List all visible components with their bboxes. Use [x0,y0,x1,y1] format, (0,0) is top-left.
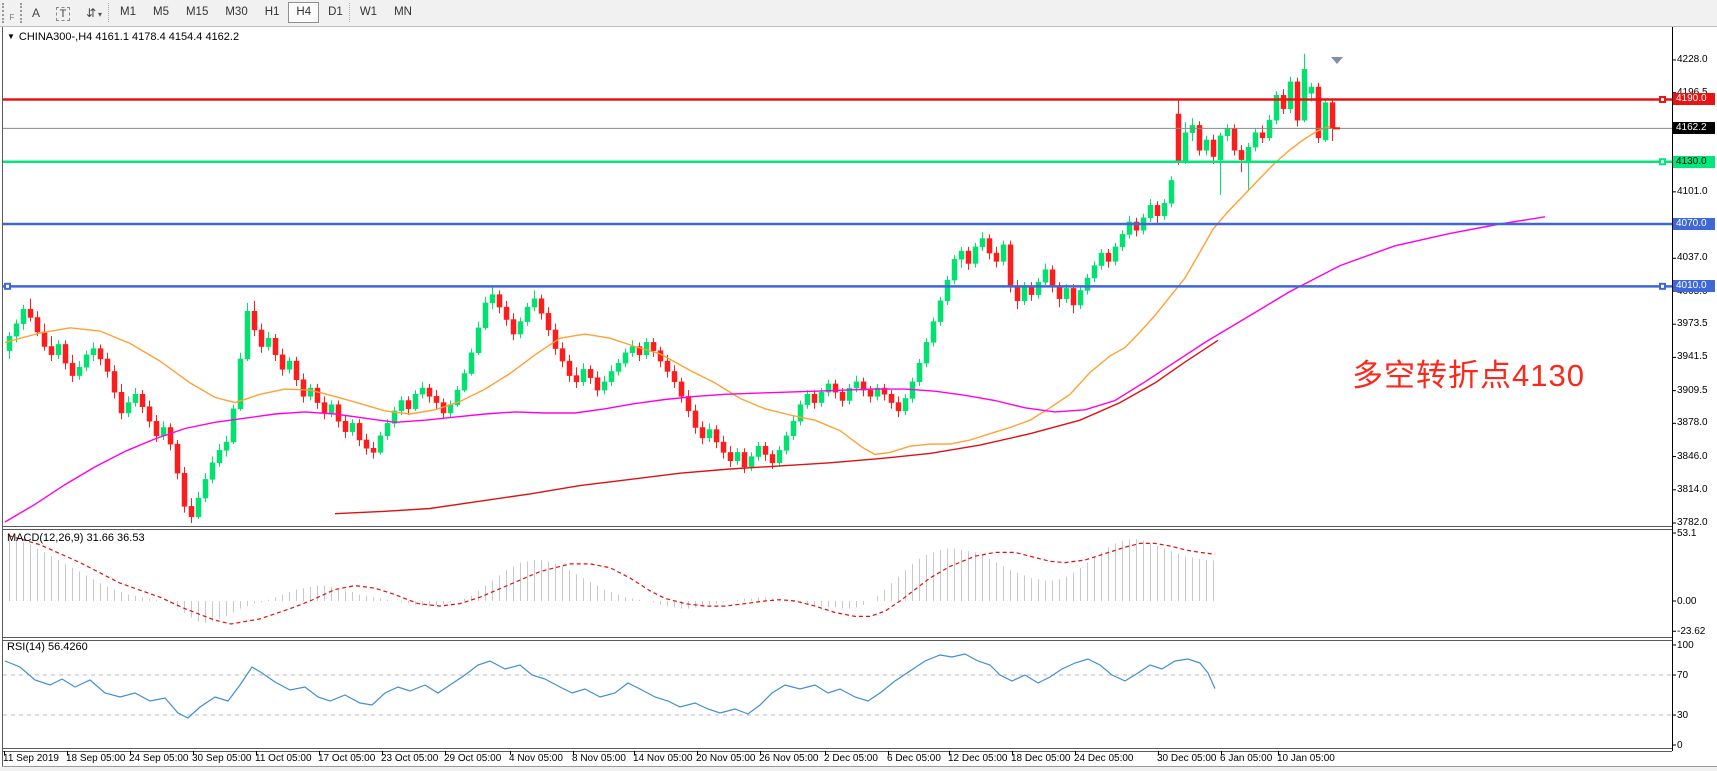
text-t-icon: T [55,7,71,21]
timeframe-button-H1[interactable]: H1 [264,6,280,18]
panel-borders [0,27,1717,771]
rsi-tick-label: 0 [1677,740,1683,751]
chart-window: ▼ CHINA300-,H4 4161.1 4178.4 4154.4 4162.… [0,27,1717,771]
rsi-tick-label: 30 [1677,710,1689,721]
rsi-level-lines [3,674,1672,716]
date-label: 29 Oct 05:00 [444,753,502,764]
symbol-ohlc-text: CHINA300-,H4 4161.1 4178.4 4154.4 4162.2 [18,31,240,43]
timeframe-button-M30[interactable]: M30 [225,6,248,18]
date-label: 18 Sep 05:00 [66,753,126,764]
date-label: 18 Dec 05:00 [1011,753,1071,764]
toolbar-grip-icon[interactable]: F [2,3,22,23]
toolbar-separator [349,3,350,22]
date-label: 12 Dec 05:00 [948,753,1008,764]
date-label: 11 Sep 2019 [3,753,59,764]
date-label: 20 Nov 05:00 [696,753,756,764]
date-label: 6 Dec 05:00 [887,753,941,764]
candles-layer [6,53,1336,523]
rsi-line [4,653,1216,719]
price-tick-label: 3973.5 [1677,318,1708,330]
price-tick-label: 3909.5 [1677,384,1708,396]
chevron-down-icon: ▾ [98,10,103,19]
date-label: 23 Oct 05:00 [381,753,439,764]
chart-menu-triangle-icon: ▼ [7,32,15,41]
ma-fast-orange [4,125,1331,456]
date-label: 30 Dec 05:00 [1157,753,1217,764]
label-a-icon: A [31,6,40,20]
toolbar-separator [108,3,109,22]
sell-arrow-icon[interactable] [1331,57,1343,64]
sort-arrows-icon: ⇵ [85,6,97,20]
date-label: 24 Sep 05:00 [129,753,189,764]
ma-slow-red [334,339,1219,515]
date-label: 30 Sep 05:00 [192,753,252,764]
price-tick-label: 3846.0 [1677,450,1708,462]
macd-signal-line [8,535,1216,625]
axis-tick-dashes [4,59,1676,755]
top-toolbar: F A T ⇵ ▾ M1 M5 M15 M30 H1 H4 D1 W1 MN [0,0,1717,27]
macd-indicator-label: MACD(12,26,9) 31.66 36.53 [7,532,145,544]
price-tick-label: 3814.0 [1677,483,1708,495]
textbox-tool-button[interactable]: T [50,2,76,25]
macd-tick-label: 0.00 [1677,596,1697,607]
macd-tick-label: 53.1 [1677,528,1697,540]
chart-annotation-text[interactable]: 多空转折点4130 [1352,358,1585,393]
timeframe-button-M1[interactable]: M1 [120,6,136,18]
date-label: 17 Oct 05:00 [318,753,376,764]
price-badge-4130.0: 4130.0 [1673,155,1715,168]
timeframe-button-W1[interactable]: W1 [359,6,378,18]
rsi-tick-label: 100 [1677,640,1694,651]
date-label: 4 Nov 05:00 [509,753,563,764]
price-badge-4010.0: 4010.0 [1673,280,1715,293]
hline-resistance-4190[interactable] [3,95,1672,103]
timeframe-button-M15[interactable]: M15 [185,6,209,18]
price-badge-4190.0: 4190.0 [1673,93,1715,106]
timeframe-button-group: M1 M5 M15 M30 H1 H4 D1 W1 MN [112,2,421,24]
price-tick-label: 3782.0 [1677,517,1708,528]
timeframe-button-D1[interactable]: D1 [328,6,343,18]
last-price-dash [1333,127,1340,130]
hline-support-4010[interactable] [3,282,1672,290]
rsi-tick-label: 70 [1677,670,1689,681]
hline-pivot-4130[interactable] [3,158,1672,166]
date-label: 26 Nov 05:00 [759,753,819,764]
price-badge-4162.2: 4162.2 [1673,122,1715,135]
timeframe-button-MN[interactable]: MN [394,6,412,18]
price-tick-label: 4037.0 [1677,252,1708,264]
cursor-tool-button[interactable]: ⇵ ▾ [78,2,110,25]
symbol-title[interactable]: ▼ CHINA300-,H4 4161.1 4178.4 4154.4 4162.… [7,31,239,43]
ma-mid-magenta [4,216,1546,523]
date-label: 10 Jan 05:00 [1277,753,1335,764]
price-tick-label: 3878.0 [1677,417,1708,429]
macd-histogram [9,537,1214,623]
label-tool-button[interactable]: A [24,2,48,25]
date-label: 24 Dec 05:00 [1074,753,1134,764]
price-tick-label: 4196.5 [1677,86,1708,98]
price-tick-label: 4101.0 [1677,185,1708,197]
date-label: 6 Jan 05:00 [1220,753,1273,764]
date-label: 8 Nov 05:00 [572,753,626,764]
price-badge-4070.0: 4070.0 [1673,218,1715,231]
price-tick-label: 4228.0 [1677,54,1708,65]
timeframe-button-H4[interactable]: H4 [288,2,320,23]
date-label: 14 Nov 05:00 [633,753,693,764]
timeframe-button-M5[interactable]: M5 [152,6,169,18]
date-label: 11 Oct 05:00 [255,753,312,764]
rsi-indicator-label: RSI(14) 56.4260 [7,641,88,653]
price-chart-canvas[interactable] [0,27,1717,771]
macd-tick-label: -23.62 [1677,626,1706,638]
date-label: 2 Dec 05:00 [824,753,878,764]
price-tick-label: 3941.5 [1677,351,1708,363]
